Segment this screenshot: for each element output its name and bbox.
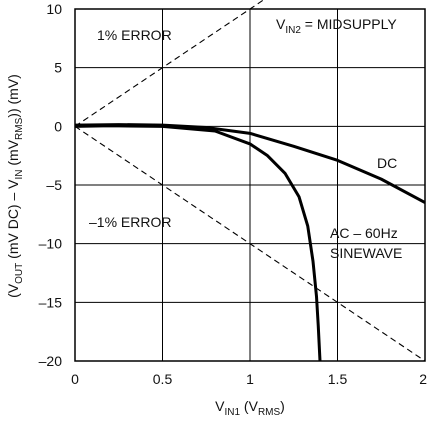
x-tick-label: 2: [419, 371, 427, 387]
y-tick-label: –20: [39, 353, 63, 369]
annotation-ac-series-label-line1: AC – 60Hz: [330, 225, 398, 241]
y-tick-label: –15: [39, 294, 63, 310]
tick-labels: 0 0.5 1 1.5 2 10 5 0 –5 –10 –15 –20: [39, 1, 428, 387]
y-tick-label: 10: [46, 1, 62, 17]
series-line-3: [74, 125, 426, 362]
annotation-ac-series-label-line2: SINEWAVE: [330, 245, 402, 261]
x-tick-label: 1: [246, 371, 254, 387]
x-tick-label: 0: [71, 371, 79, 387]
annotation-dc-series-label: DC: [377, 155, 397, 171]
annotation-plus-1-percent-error: 1% ERROR: [97, 27, 172, 43]
y-tick-label: –5: [46, 177, 62, 193]
plot-frame: [74, 8, 426, 362]
x-tick-label: 1.5: [328, 371, 348, 387]
annotation-minus-1-percent-error: –1% ERROR: [89, 214, 171, 230]
x-axis-title: VIN1 (VRMS): [215, 398, 285, 418]
y-axis-title: (VOUT (mV DC) – VIN (mVRMS)) (mV): [5, 74, 25, 298]
y-tick-label: 0: [54, 118, 62, 134]
series-line-1: [74, 124, 322, 362]
y-tick-label: –10: [39, 236, 63, 252]
annotation-vin2-midsupply: VIN2 = MIDSUPPLY: [276, 16, 397, 36]
x-tick-label: 0.5: [153, 371, 173, 387]
grid-lines: [74, 8, 426, 362]
y-tick-label: 5: [54, 60, 62, 76]
